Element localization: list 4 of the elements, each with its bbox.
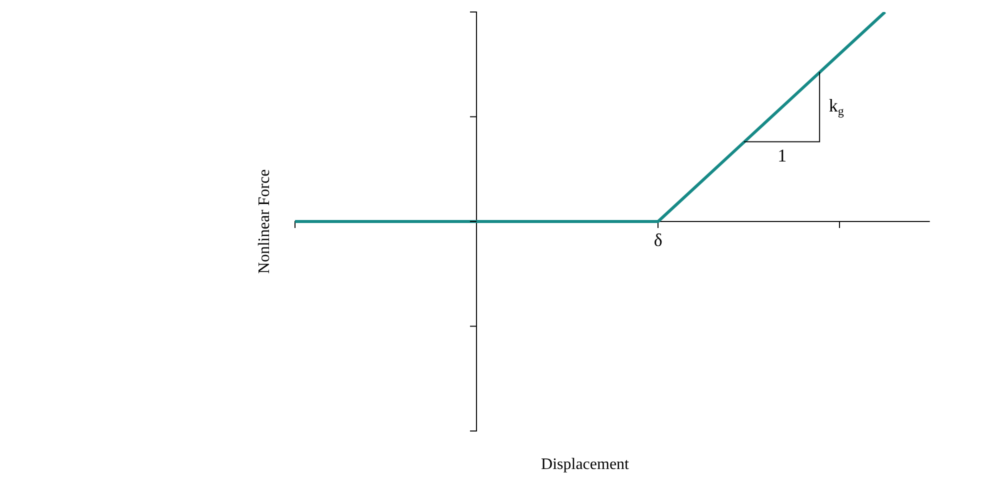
text: Displacement (541, 456, 630, 474)
annotation: 1 (778, 146, 787, 166)
text: δ (654, 230, 662, 250)
y-axis-title: Nonlinear Force (256, 169, 274, 274)
